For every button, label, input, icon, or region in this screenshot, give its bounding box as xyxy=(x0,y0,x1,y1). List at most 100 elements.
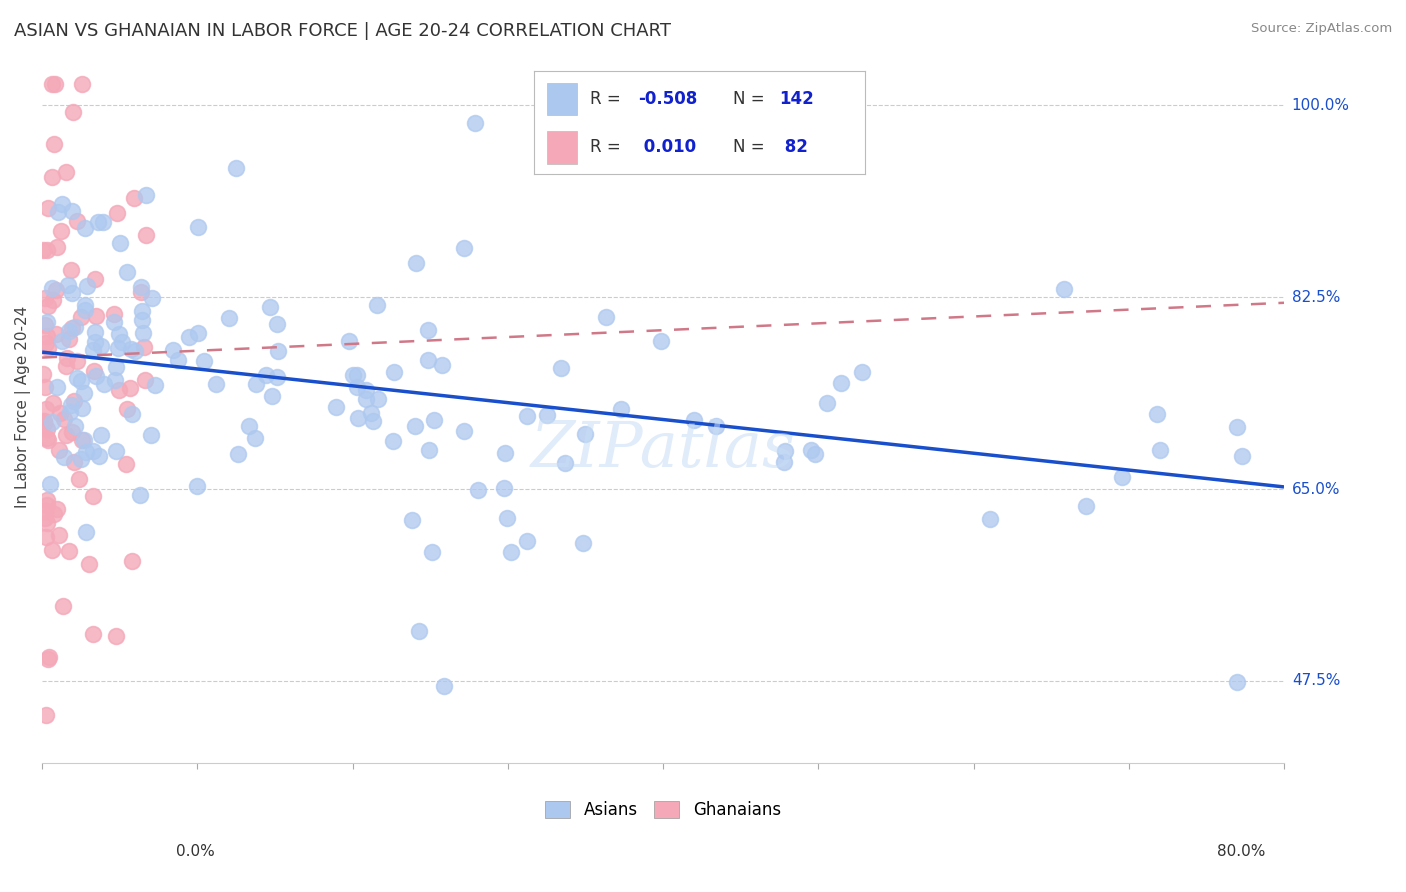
Point xyxy=(90,339,112,353)
Point xyxy=(84,310,107,324)
Point xyxy=(800,443,823,458)
Point xyxy=(51,334,73,348)
Point xyxy=(45,327,67,342)
Text: 80.0%: 80.0% xyxy=(1218,845,1265,859)
Point xyxy=(82,626,104,640)
Point xyxy=(86,215,108,229)
Point xyxy=(135,188,157,202)
Point xyxy=(32,367,55,381)
Text: -0.508: -0.508 xyxy=(638,90,697,108)
Point xyxy=(467,483,489,498)
Point xyxy=(494,481,516,495)
Point xyxy=(103,308,125,322)
Point xyxy=(37,341,59,355)
Point xyxy=(103,315,125,329)
Point xyxy=(32,414,55,428)
Point xyxy=(56,351,79,365)
Text: 47.5%: 47.5% xyxy=(1292,673,1340,689)
Point xyxy=(70,375,93,389)
Point xyxy=(42,137,65,152)
Point xyxy=(262,389,284,403)
Point xyxy=(453,241,475,255)
Point xyxy=(48,527,70,541)
Point xyxy=(55,165,77,179)
Point xyxy=(58,325,80,339)
Point xyxy=(134,373,156,387)
Point xyxy=(32,243,55,257)
Point xyxy=(516,534,538,549)
Point xyxy=(34,530,56,544)
Point xyxy=(87,449,110,463)
Point xyxy=(354,392,377,406)
Point xyxy=(84,369,107,384)
Point xyxy=(60,263,83,277)
Point xyxy=(141,292,163,306)
Point xyxy=(143,377,166,392)
Point xyxy=(550,360,572,375)
Point xyxy=(77,557,100,571)
Point xyxy=(34,510,56,524)
Point xyxy=(595,310,617,325)
Point xyxy=(37,421,59,435)
Text: 142: 142 xyxy=(779,90,814,108)
Point xyxy=(432,359,454,373)
Point xyxy=(453,424,475,438)
Point xyxy=(772,455,794,469)
Point xyxy=(1226,675,1249,690)
Point xyxy=(363,415,385,429)
Bar xyxy=(547,131,578,163)
Point xyxy=(405,255,427,269)
Point xyxy=(804,447,827,461)
Point xyxy=(69,310,91,324)
Point xyxy=(108,235,131,250)
Text: 65.0%: 65.0% xyxy=(1292,482,1340,497)
Point xyxy=(42,293,65,307)
Point xyxy=(120,342,142,356)
Point xyxy=(536,408,558,422)
Point xyxy=(37,651,59,665)
Point xyxy=(366,298,388,312)
Point xyxy=(245,377,267,392)
Point xyxy=(494,446,516,460)
Point xyxy=(554,456,576,470)
Point xyxy=(121,554,143,568)
Point xyxy=(111,335,134,350)
Point xyxy=(34,380,56,394)
Point xyxy=(356,383,378,397)
Point xyxy=(37,201,59,215)
Text: 0.010: 0.010 xyxy=(638,138,696,156)
Point xyxy=(104,373,127,387)
Point xyxy=(69,451,91,466)
Point xyxy=(205,377,228,392)
Point xyxy=(129,488,152,502)
Text: Source: ZipAtlas.com: Source: ZipAtlas.com xyxy=(1251,22,1392,36)
Point xyxy=(82,489,104,503)
Point xyxy=(34,415,56,429)
Point xyxy=(416,323,439,337)
Point xyxy=(41,280,63,294)
Point xyxy=(63,419,86,434)
Point xyxy=(162,343,184,357)
Point xyxy=(367,392,389,406)
Point xyxy=(1149,443,1171,458)
Point xyxy=(70,77,93,91)
Point xyxy=(574,427,596,442)
Point xyxy=(404,419,426,434)
Point xyxy=(73,303,96,318)
Point xyxy=(226,447,249,461)
Text: N =: N = xyxy=(733,90,769,108)
Point xyxy=(131,313,153,327)
Point xyxy=(73,386,96,401)
Point xyxy=(58,332,80,346)
Point xyxy=(104,629,127,643)
Point xyxy=(58,543,80,558)
Point xyxy=(41,542,63,557)
Point xyxy=(1146,408,1168,422)
Point xyxy=(75,524,97,539)
Point xyxy=(422,545,444,559)
Point xyxy=(55,427,77,442)
Point xyxy=(773,444,796,458)
Point xyxy=(129,285,152,300)
Point xyxy=(360,406,382,420)
Point xyxy=(34,504,56,518)
